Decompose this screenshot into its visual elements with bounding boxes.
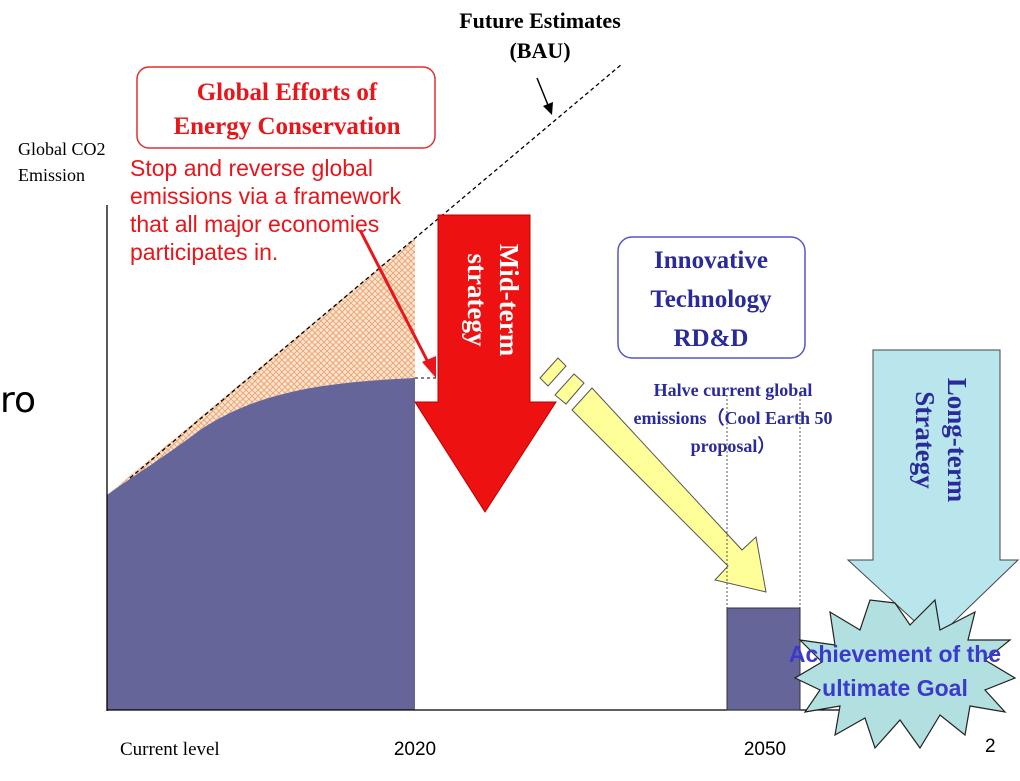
efforts-box (136, 66, 436, 149)
innovation-box (617, 236, 806, 359)
y-axis-label: Emission (18, 165, 85, 185)
efforts-note: Stop and reverse global (130, 155, 373, 181)
innovation-title: Innovative (654, 247, 768, 274)
y-axis-label: Global CO2 (18, 139, 106, 159)
innovation-arrow (571, 387, 767, 593)
savings-area (107, 238, 415, 495)
efforts-note: that all major economies (130, 211, 379, 237)
bau-label: Future Estimates (459, 8, 621, 33)
yellow-fragment (539, 357, 567, 387)
x-label: 2020 (394, 739, 436, 760)
bau-label: (BAU) (509, 38, 570, 63)
halve-note: emissions（Cool Earth 50 (633, 408, 832, 428)
long-term-label: Strategy (910, 391, 940, 489)
efforts-note: participates in. (130, 239, 278, 265)
efforts-title: Energy Conservation (173, 113, 400, 140)
halve-note: proposal） (691, 436, 776, 456)
innovation-title: RD&D (674, 325, 749, 352)
long-term-label: Long-term (942, 378, 972, 503)
bau-pointer-head (543, 102, 553, 115)
x-label: Current level (120, 739, 220, 760)
efforts-pointer (358, 229, 432, 367)
page-number: 2 (985, 736, 996, 757)
long-term-arrow (846, 349, 1020, 641)
goal-burst (793, 598, 1017, 750)
halve-note: Halve current global (654, 380, 813, 400)
mid-term-label: strategy (462, 254, 492, 347)
emission-area (107, 378, 415, 710)
graphics (106, 63, 1020, 750)
efforts-note: emissions via a framework (130, 183, 401, 209)
side-fragment: ro (0, 380, 36, 421)
goal-text: ultimate Goal (822, 675, 968, 701)
labels: Future Estimates (BAU) Global Efforts of En… (0, 8, 1001, 760)
goal-text: Achievement of the (789, 641, 1001, 667)
efforts-pointer-head (422, 356, 436, 378)
mid-term-arrow (414, 214, 557, 513)
yellow-fragment (554, 373, 585, 405)
x-label: 2050 (744, 739, 786, 760)
bau-line (129, 63, 623, 479)
emission-2050 (726, 607, 801, 711)
innovation-title: Technology (650, 286, 772, 313)
efforts-title: Global Efforts of (197, 79, 378, 106)
mid-term-label: Mid-term (494, 244, 524, 357)
